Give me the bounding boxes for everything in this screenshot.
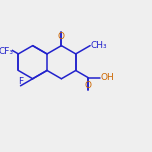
Text: OH: OH (100, 73, 114, 82)
Text: O: O (85, 81, 92, 90)
Text: O: O (58, 31, 65, 41)
Text: CH₃: CH₃ (90, 41, 107, 50)
Text: F: F (18, 77, 23, 86)
Text: CF₃: CF₃ (0, 47, 14, 56)
